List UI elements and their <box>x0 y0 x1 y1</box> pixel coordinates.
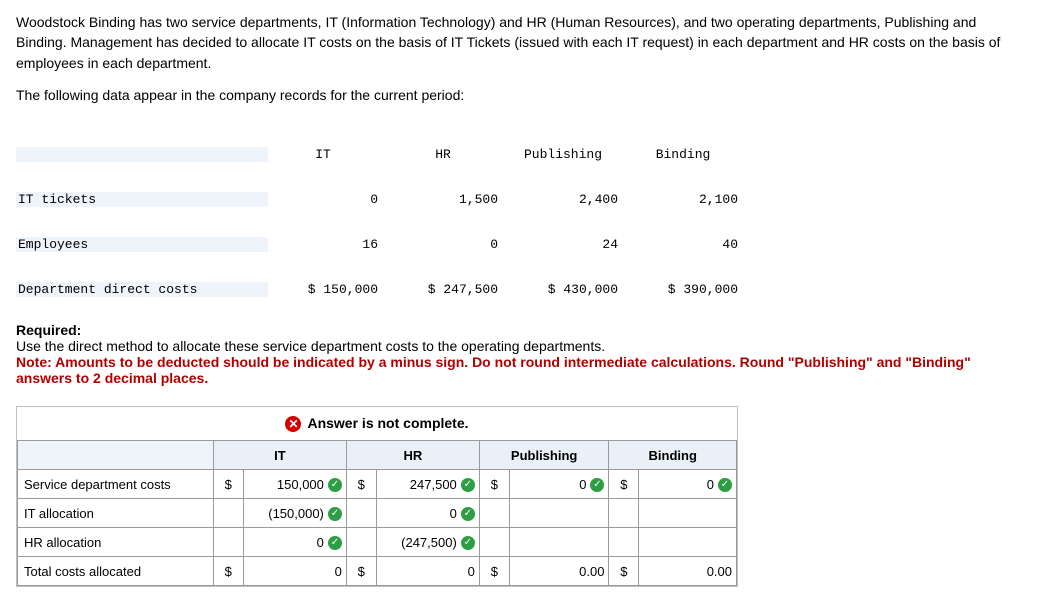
currency-cell <box>213 499 243 528</box>
value-cell[interactable]: (150,000)✓ <box>243 499 346 528</box>
currency-cell: $ <box>479 557 509 586</box>
currency-cell <box>479 499 509 528</box>
problem-paragraph-1: Woodstock Binding has two service depart… <box>16 12 1026 73</box>
value-cell[interactable]: 150,000✓ <box>243 470 346 499</box>
value-cell[interactable] <box>639 499 737 528</box>
currency-cell: $ <box>609 557 639 586</box>
currency-cell <box>609 499 639 528</box>
required-title: Required: <box>16 322 81 338</box>
data-col-binding: Binding <box>628 147 748 162</box>
ans-col-it: IT <box>213 441 346 470</box>
currency-cell <box>346 499 376 528</box>
value-cell[interactable]: 0.00 <box>509 557 609 586</box>
value-cell[interactable]: 0✓ <box>243 528 346 557</box>
ans-row-label: HR allocation <box>18 528 214 557</box>
answer-box: ✕Answer is not complete. IT HR Publishin… <box>16 406 738 587</box>
value-cell[interactable]: 0✓ <box>376 499 479 528</box>
value-cell[interactable]: 247,500✓ <box>376 470 479 499</box>
currency-cell <box>609 528 639 557</box>
currency-cell <box>479 528 509 557</box>
data-row-employees: Employees <box>16 237 268 252</box>
check-icon: ✓ <box>461 478 475 492</box>
value-cell[interactable] <box>639 528 737 557</box>
check-icon: ✓ <box>461 507 475 521</box>
currency-cell: $ <box>479 470 509 499</box>
required-block: Required: Use the direct method to alloc… <box>16 322 1026 386</box>
data-table: IT HR Publishing Binding IT tickets 0 1,… <box>16 117 1026 312</box>
value-cell[interactable]: 0 <box>376 557 479 586</box>
ans-col-hr: HR <box>346 441 479 470</box>
value-cell[interactable]: (247,500)✓ <box>376 528 479 557</box>
currency-cell: $ <box>609 470 639 499</box>
answer-status: ✕Answer is not complete. <box>17 407 737 440</box>
check-icon: ✓ <box>718 478 732 492</box>
check-icon: ✓ <box>328 536 342 550</box>
value-cell[interactable] <box>509 499 609 528</box>
required-line1: Use the direct method to allocate these … <box>16 338 605 354</box>
value-cell[interactable]: 0.00 <box>639 557 737 586</box>
ans-row-label: Total costs allocated <box>18 557 214 586</box>
value-cell[interactable]: 0✓ <box>639 470 737 499</box>
data-col-hr: HR <box>388 147 508 162</box>
data-col-publishing: Publishing <box>508 147 628 162</box>
problem-paragraph-2: The following data appear in the company… <box>16 85 1026 105</box>
currency-cell <box>346 528 376 557</box>
ans-col-publishing: Publishing <box>479 441 609 470</box>
ans-row-label: Service department costs <box>18 470 214 499</box>
currency-cell: $ <box>213 470 243 499</box>
currency-cell: $ <box>346 470 376 499</box>
value-cell[interactable] <box>509 528 609 557</box>
ans-row-label: IT allocation <box>18 499 214 528</box>
ans-col-binding: Binding <box>609 441 737 470</box>
data-col-it: IT <box>268 147 388 162</box>
value-cell[interactable]: 0✓ <box>509 470 609 499</box>
currency-cell: $ <box>346 557 376 586</box>
value-cell[interactable]: 0 <box>243 557 346 586</box>
error-icon: ✕ <box>285 416 301 432</box>
check-icon: ✓ <box>328 507 342 521</box>
currency-cell <box>213 528 243 557</box>
data-row-tickets: IT tickets <box>16 192 268 207</box>
answer-table: IT HR Publishing Binding Service departm… <box>17 440 737 586</box>
data-row-direct-costs: Department direct costs <box>16 282 268 297</box>
check-icon: ✓ <box>328 478 342 492</box>
check-icon: ✓ <box>461 536 475 550</box>
check-icon: ✓ <box>590 478 604 492</box>
currency-cell: $ <box>213 557 243 586</box>
required-note: Note: Amounts to be deducted should be i… <box>16 354 971 386</box>
